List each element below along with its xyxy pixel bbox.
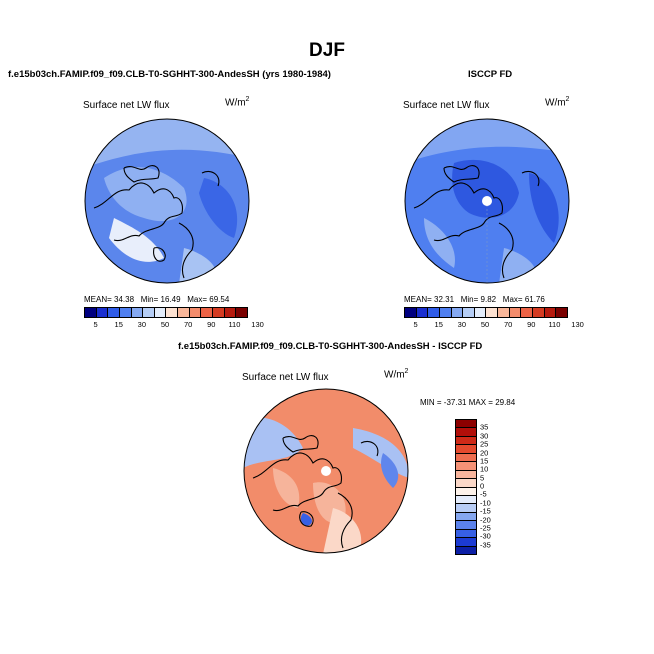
diff-variable-label: Surface net LW flux bbox=[242, 372, 329, 383]
model-variable-label: Surface net LW flux bbox=[83, 100, 170, 111]
colorbar-tick-label: 15 bbox=[480, 456, 489, 466]
colorbar-tick-label: 10 bbox=[480, 464, 489, 474]
colorbar-swatch bbox=[143, 308, 155, 317]
model-colorbar bbox=[84, 307, 248, 318]
colorbar-tick-label: 110 bbox=[228, 320, 241, 329]
colorbar-tick-label: 130 bbox=[571, 320, 584, 329]
colorbar-tick-label: 50 bbox=[480, 320, 490, 329]
colorbar-swatch bbox=[428, 308, 440, 317]
colorbar-tick-label: 5 bbox=[480, 473, 485, 483]
colorbar-swatch bbox=[224, 308, 237, 317]
colorbar-swatch bbox=[509, 308, 522, 317]
colorbar-tick-label: 110 bbox=[548, 320, 561, 329]
obs-units: W/m2 bbox=[545, 96, 570, 109]
colorbar-swatch bbox=[96, 308, 109, 317]
model-case-title: f.e15b03ch.FAMIP.f09_f09.CLB-T0-SGHHT-30… bbox=[8, 69, 331, 80]
colorbar-tick-label: 25 bbox=[480, 439, 489, 449]
colorbar-swatch bbox=[456, 436, 476, 446]
colorbar-swatch bbox=[456, 546, 476, 554]
colorbar-swatch bbox=[456, 495, 476, 505]
colorbar-tick-label: 130 bbox=[251, 320, 264, 329]
model-colorbar-ticks: 5 15 30 50 70 90 110 130 bbox=[84, 320, 263, 330]
colorbar-tick-label: 70 bbox=[503, 320, 513, 329]
colorbar-swatch bbox=[236, 308, 247, 317]
colorbar-tick-label: 5 bbox=[93, 320, 98, 329]
colorbar-tick-label: 90 bbox=[207, 320, 216, 329]
colorbar-swatch bbox=[456, 487, 476, 496]
colorbar-swatch bbox=[189, 308, 202, 317]
colorbar-swatch bbox=[474, 308, 487, 317]
colorbar-swatch bbox=[85, 308, 97, 317]
colorbar-swatch bbox=[178, 308, 190, 317]
colorbar-tick-label: 30 bbox=[457, 320, 467, 329]
colorbar-swatch bbox=[439, 308, 452, 317]
colorbar-swatch bbox=[486, 308, 499, 317]
colorbar-swatch bbox=[456, 445, 476, 454]
colorbar-tick-label: 35 bbox=[480, 422, 489, 432]
colorbar-swatch bbox=[456, 538, 476, 547]
diff-stats: MIN = -37.31 MAX = 29.84 bbox=[420, 398, 516, 407]
colorbar-swatch bbox=[533, 308, 545, 317]
colorbar-tick-label: -25 bbox=[480, 523, 491, 533]
colorbar-tick-label: -30 bbox=[480, 531, 491, 541]
colorbar-tick-label: 50 bbox=[160, 320, 170, 329]
obs-stats: MEAN= 32.31 Min= 9.82 Max= 61.76 bbox=[404, 295, 545, 304]
colorbar-swatch bbox=[213, 308, 225, 317]
colorbar-swatch bbox=[456, 521, 476, 530]
obs-case-title: ISCCP FD bbox=[468, 69, 513, 80]
colorbar-tick-label: -15 bbox=[480, 506, 491, 516]
colorbar-tick-label: 20 bbox=[480, 448, 489, 457]
diff-case-title: f.e15b03ch.FAMIP.f09_f09.CLB-T0-SGHHT-30… bbox=[178, 341, 483, 352]
colorbar-tick-label: -10 bbox=[480, 498, 491, 508]
colorbar-swatch bbox=[108, 308, 120, 317]
colorbar-swatch bbox=[451, 308, 464, 317]
colorbar-swatch bbox=[405, 308, 417, 317]
colorbar-swatch bbox=[456, 479, 476, 488]
colorbar-swatch bbox=[456, 462, 476, 471]
colorbar-swatch bbox=[463, 308, 475, 317]
colorbar-swatch bbox=[456, 453, 476, 463]
colorbar-swatch bbox=[456, 512, 476, 522]
obs-variable-label: Surface net LW flux bbox=[403, 100, 490, 111]
obs-colorbar-ticks: 5 15 30 50 70 90 110 130 bbox=[404, 320, 583, 330]
model-stats: MEAN= 34.38 Min= 16.49 Max= 69.54 bbox=[84, 295, 230, 304]
colorbar-tick-label: 90 bbox=[527, 320, 536, 329]
colorbar-swatch bbox=[154, 308, 167, 317]
colorbar-tick-label: 70 bbox=[183, 320, 193, 329]
colorbar-tick-label: -5 bbox=[480, 489, 487, 499]
colorbar-swatch bbox=[456, 529, 476, 539]
obs-colorbar bbox=[404, 307, 568, 318]
colorbar-swatch bbox=[456, 428, 476, 437]
colorbar-swatch bbox=[201, 308, 214, 317]
figure-title: DJF bbox=[309, 40, 345, 61]
colorbar-tick-label: 5 bbox=[413, 320, 418, 329]
colorbar-swatch bbox=[456, 470, 476, 480]
diff-polar-map bbox=[243, 388, 409, 554]
colorbar-tick-label: -20 bbox=[480, 515, 491, 524]
colorbar-tick-label: 15 bbox=[434, 320, 443, 329]
colorbar-tick-label: -35 bbox=[480, 540, 491, 550]
colorbar-tick-label: 30 bbox=[137, 320, 147, 329]
model-polar-map bbox=[84, 118, 250, 284]
colorbar-swatch bbox=[456, 504, 476, 513]
obs-polar-map bbox=[404, 118, 570, 284]
diff-units: W/m2 bbox=[384, 368, 409, 381]
colorbar-swatch bbox=[131, 308, 144, 317]
colorbar-swatch bbox=[521, 308, 534, 317]
colorbar-tick-label: 0 bbox=[480, 481, 485, 491]
colorbar-swatch bbox=[416, 308, 429, 317]
colorbar-swatch bbox=[498, 308, 510, 317]
colorbar-swatch bbox=[544, 308, 557, 317]
colorbar-swatch bbox=[166, 308, 179, 317]
colorbar-tick-label: 30 bbox=[480, 431, 489, 441]
colorbar-swatch bbox=[456, 420, 476, 429]
model-units: W/m2 bbox=[225, 96, 250, 109]
diff-colorbar bbox=[455, 419, 477, 555]
colorbar-tick-label: 15 bbox=[114, 320, 123, 329]
colorbar-swatch bbox=[556, 308, 567, 317]
colorbar-swatch bbox=[119, 308, 132, 317]
diff-colorbar-labels: 35 30 25 20 15 10 5 0 -5 -10 -15 -20 -25 -30 -35 bbox=[480, 419, 510, 553]
